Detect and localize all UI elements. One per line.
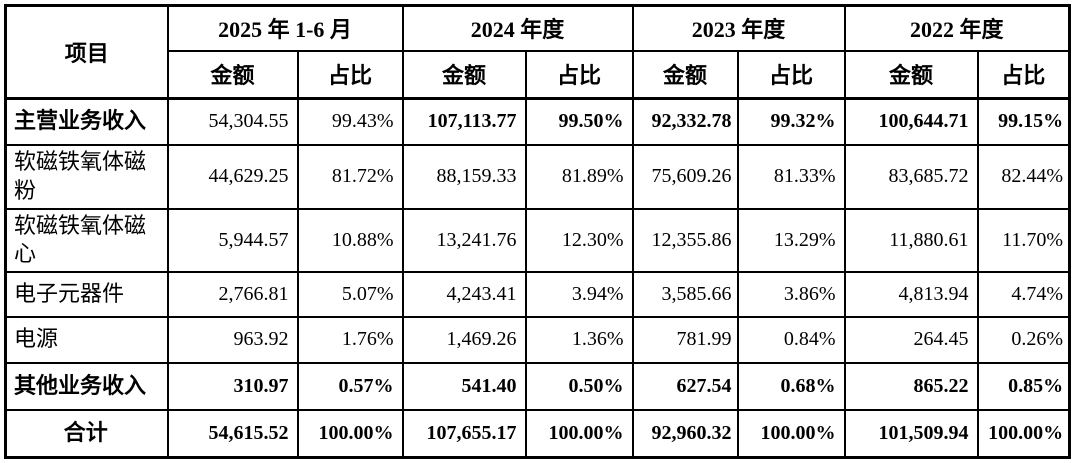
row-label: 主营业务收入 xyxy=(4,97,169,146)
share-cell: 81.72% xyxy=(296,143,404,210)
amount-cell: 100,644.71 xyxy=(843,97,979,146)
amount-cell: 2,766.81 xyxy=(166,270,299,318)
amount-cell: 264.45 xyxy=(843,315,979,364)
table-row-total: 合计 54,615.52 100.00% 107,655.17 100.00% … xyxy=(4,408,1071,459)
table-row-other-business-revenue: 其他业务收入 310.97 0.57% 541.40 0.50% 627.54 … xyxy=(4,361,1071,411)
col-group-2023: 2023 年度 xyxy=(631,4,846,52)
subcol-share-2025h1: 占比 xyxy=(296,49,404,100)
share-cell: 0.84% xyxy=(736,315,846,364)
row-label: 电子元器件 xyxy=(4,270,169,318)
share-cell: 1.36% xyxy=(524,315,634,364)
table-row-electronic-components: 电子元器件 2,766.81 5.07% 4,243.41 3.94% 3,58… xyxy=(4,270,1071,318)
share-cell: 12.30% xyxy=(524,207,634,273)
amount-cell: 963.92 xyxy=(166,315,299,364)
table-row-soft-ferrite-powder: 软磁铁氧体磁粉 44,629.25 81.72% 88,159.33 81.89… xyxy=(4,143,1071,210)
row-label: 软磁铁氧体磁粉 xyxy=(4,143,169,210)
amount-cell: 83,685.72 xyxy=(843,143,979,210)
amount-cell: 92,332.78 xyxy=(631,97,739,146)
share-cell: 3.86% xyxy=(736,270,846,318)
col-group-2022: 2022 年度 xyxy=(843,4,1071,52)
share-cell: 0.57% xyxy=(296,361,404,411)
subcol-amount-2024: 金额 xyxy=(401,49,527,100)
share-cell: 3.94% xyxy=(524,270,634,318)
amount-cell: 781.99 xyxy=(631,315,739,364)
share-cell: 81.89% xyxy=(524,143,634,210)
share-cell: 82.44% xyxy=(976,143,1071,210)
table-row-main-business-revenue: 主营业务收入 54,304.55 99.43% 107,113.77 99.50… xyxy=(4,97,1071,146)
share-cell: 13.29% xyxy=(736,207,846,273)
row-label: 合计 xyxy=(4,408,169,459)
table-row-power-supply: 电源 963.92 1.76% 1,469.26 1.36% 781.99 0.… xyxy=(4,315,1071,364)
share-cell: 4.74% xyxy=(976,270,1071,318)
amount-cell: 865.22 xyxy=(843,361,979,411)
share-cell: 100.00% xyxy=(524,408,634,459)
share-cell: 11.70% xyxy=(976,207,1071,273)
amount-cell: 107,113.77 xyxy=(401,97,527,146)
amount-cell: 92,960.32 xyxy=(631,408,739,459)
amount-cell: 101,509.94 xyxy=(843,408,979,459)
subcol-share-2024: 占比 xyxy=(524,49,634,100)
row-label: 电源 xyxy=(4,315,169,364)
amount-cell: 13,241.76 xyxy=(401,207,527,273)
amount-cell: 310.97 xyxy=(166,361,299,411)
amount-cell: 3,585.66 xyxy=(631,270,739,318)
item-column-header: 项目 xyxy=(4,4,169,100)
subcol-share-2022: 占比 xyxy=(976,49,1071,100)
amount-cell: 5,944.57 xyxy=(166,207,299,273)
row-label: 其他业务收入 xyxy=(4,361,169,411)
amount-cell: 75,609.26 xyxy=(631,143,739,210)
amount-cell: 54,304.55 xyxy=(166,97,299,146)
revenue-breakdown-table: 项目 2025 年 1-6 月 2024 年度 2023 年度 2022 年度 … xyxy=(4,4,1072,460)
col-group-2024: 2024 年度 xyxy=(401,4,634,52)
subcol-share-2023: 占比 xyxy=(736,49,846,100)
share-cell: 1.76% xyxy=(296,315,404,364)
share-cell: 99.50% xyxy=(524,97,634,146)
share-cell: 0.68% xyxy=(736,361,846,411)
amount-cell: 4,813.94 xyxy=(843,270,979,318)
amount-cell: 88,159.33 xyxy=(401,143,527,210)
row-label: 软磁铁氧体磁心 xyxy=(4,207,169,273)
share-cell: 99.32% xyxy=(736,97,846,146)
amount-cell: 541.40 xyxy=(401,361,527,411)
amount-cell: 44,629.25 xyxy=(166,143,299,210)
share-cell: 81.33% xyxy=(736,143,846,210)
table-row-soft-ferrite-core: 软磁铁氧体磁心 5,944.57 10.88% 13,241.76 12.30%… xyxy=(4,207,1071,273)
amount-cell: 1,469.26 xyxy=(401,315,527,364)
share-cell: 0.26% xyxy=(976,315,1071,364)
share-cell: 99.15% xyxy=(976,97,1071,146)
subcol-amount-2025h1: 金额 xyxy=(166,49,299,100)
share-cell: 99.43% xyxy=(296,97,404,146)
amount-cell: 12,355.86 xyxy=(631,207,739,273)
subcol-amount-2023: 金额 xyxy=(631,49,739,100)
amount-cell: 54,615.52 xyxy=(166,408,299,459)
share-cell: 100.00% xyxy=(296,408,404,459)
amount-cell: 107,655.17 xyxy=(401,408,527,459)
share-cell: 0.85% xyxy=(976,361,1071,411)
share-cell: 100.00% xyxy=(736,408,846,459)
share-cell: 100.00% xyxy=(976,408,1071,459)
col-group-2025h1: 2025 年 1-6 月 xyxy=(166,4,404,52)
amount-cell: 627.54 xyxy=(631,361,739,411)
amount-cell: 11,880.61 xyxy=(843,207,979,273)
amount-cell: 4,243.41 xyxy=(401,270,527,318)
share-cell: 10.88% xyxy=(296,207,404,273)
share-cell: 0.50% xyxy=(524,361,634,411)
subcol-amount-2022: 金额 xyxy=(843,49,979,100)
share-cell: 5.07% xyxy=(296,270,404,318)
